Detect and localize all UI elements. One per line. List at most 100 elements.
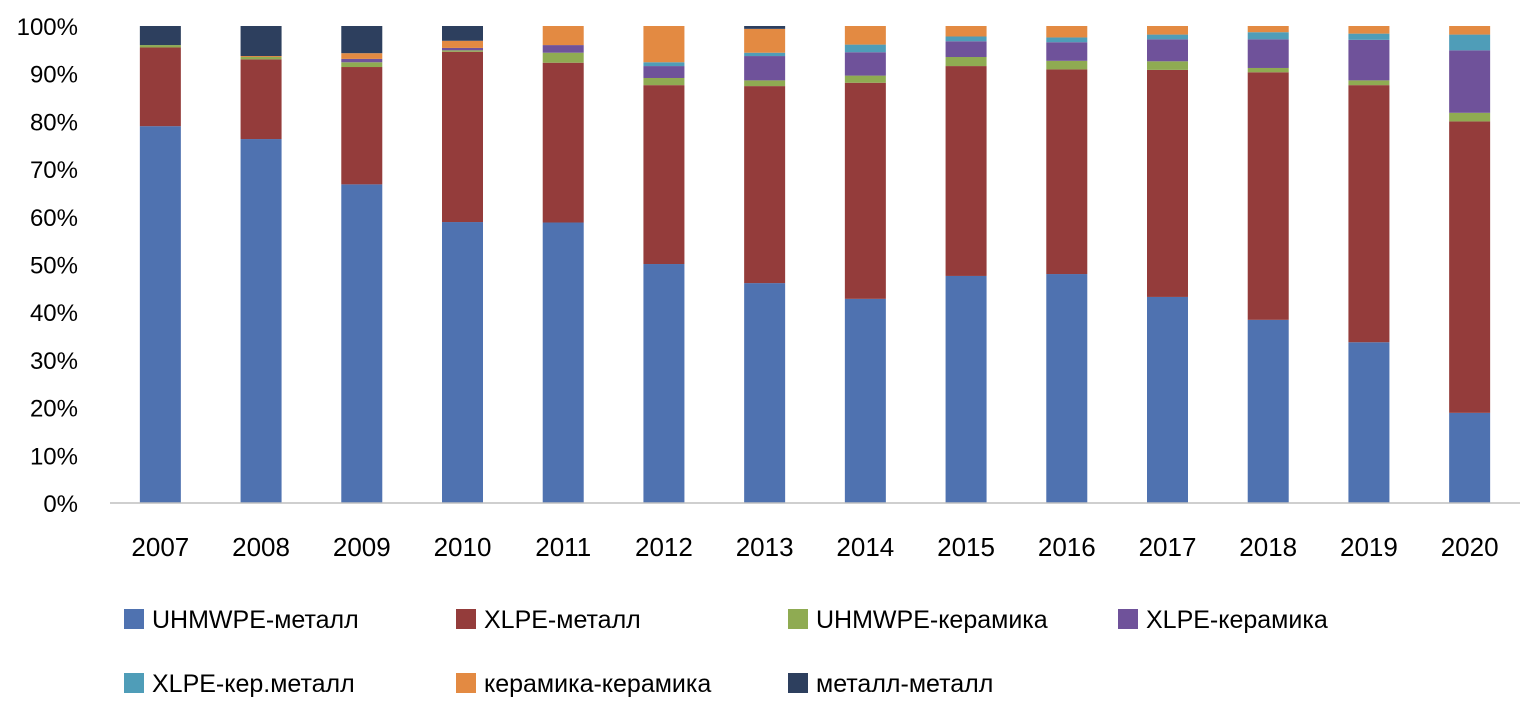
bar-segment [844,26,886,45]
bar-segment [1046,60,1088,70]
bar-segment [744,283,786,503]
bar-segment [1247,39,1289,68]
bar-segment [1046,69,1088,275]
legend-label: металл-металл [816,670,993,698]
bar-segment [1247,319,1289,503]
bar-segment [442,222,483,503]
x-tick-label: 2020 [1441,532,1499,562]
bar-segment [341,62,383,68]
bar-segment [945,57,987,67]
bar-segment [844,44,886,53]
bar-segment [442,26,483,41]
bar-segment [643,66,685,78]
bar-segment [1046,26,1088,38]
bar-segment [744,26,786,29]
bar-segment [844,82,886,299]
bar-segment [240,26,282,57]
bar-segment [844,298,886,503]
legend-swatch [1118,609,1138,629]
bar-segment [542,52,584,63]
y-tick-label: 50% [30,253,78,280]
bar-segment [844,75,886,83]
y-tick-label: 90% [30,62,78,89]
bar-segment [643,85,685,265]
bar-segment [139,26,181,46]
bar-segment [442,47,483,51]
bar-segment [341,67,383,185]
bar-segment [643,264,685,503]
bar-segment [945,275,987,503]
x-axis-ticks: 2007 2008 2009 2010 2011 2012 2013 2014 2015 2016… [131,532,1498,562]
bar-segment [1348,26,1390,34]
y-tick-label: 30% [30,348,78,375]
bar-segment [139,47,181,127]
bar-segment [1147,34,1188,40]
bar-segment [1247,32,1289,40]
bar-segment [1247,67,1289,73]
bar-segment [542,62,584,223]
x-tick-label: 2007 [131,532,189,562]
y-tick-label: 80% [30,109,78,136]
legend-swatch [124,673,144,693]
y-tick-label: 0% [43,491,78,518]
x-tick-label: 2013 [736,532,794,562]
y-axis-ticks: 0% 10% 20% 30% 40% 50% 60% 70% 80% 90% 100% [17,14,78,518]
bar-segment [744,28,786,53]
bar-segment [1348,85,1390,343]
y-tick-label: 100% [17,14,78,41]
bar-segment [1449,412,1491,503]
y-tick-label: 60% [30,205,78,232]
bar-segment [1348,33,1390,40]
bar-segment [744,52,786,57]
legend: UHMWPE-металл XLPE-металл UHMWPE-керамика X… [124,606,1328,698]
x-tick-label: 2008 [232,532,290,562]
bar-segment [240,59,282,140]
bar-segment [1046,37,1088,43]
bar-segment [744,56,786,81]
bar-segment [240,57,282,60]
x-tick-label: 2009 [333,532,391,562]
legend-label: UHMWPE-керамика [816,606,1048,634]
x-tick-label: 2010 [434,532,492,562]
bar-segment [1247,72,1289,320]
bar-segment [643,62,685,67]
bar-segment [1449,121,1491,413]
legend-swatch [456,673,476,693]
y-tick-label: 70% [30,157,78,184]
bar-segment [1147,69,1188,297]
bar-segment [1449,50,1491,113]
bar-segment [1449,26,1491,35]
bar-segment [1046,274,1088,503]
bar-segment [542,26,584,46]
bar-segment [744,80,786,87]
legend-label: XLPE-кер.металл [152,670,355,698]
x-tick-label: 2019 [1340,532,1398,562]
bar-segment [1247,26,1289,33]
bar-segment [945,41,987,58]
bar-segment [945,36,987,42]
bar-segment [1348,342,1390,503]
bar-segment [1449,34,1491,51]
bar-segment [643,26,685,63]
bar-segment [945,26,987,37]
legend-label: UHMWPE-металл [152,606,359,634]
bar-segment [341,58,383,63]
bar-segment [1147,61,1188,70]
legend-swatch [456,609,476,629]
x-tick-label: 2015 [937,532,995,562]
bar-segment [1348,80,1390,86]
bar-segment [341,184,383,503]
legend-swatch [788,673,808,693]
y-tick-label: 10% [30,443,78,470]
bar-segment [442,50,483,52]
x-tick-label: 2016 [1038,532,1096,562]
bar-segment [1348,39,1390,81]
legend-label: XLPE-металл [484,606,641,634]
x-tick-label: 2014 [836,532,894,562]
bar-segment [341,53,383,59]
y-tick-label: 20% [30,396,78,423]
bar-segment [945,66,987,276]
bar-segment [1147,296,1188,503]
